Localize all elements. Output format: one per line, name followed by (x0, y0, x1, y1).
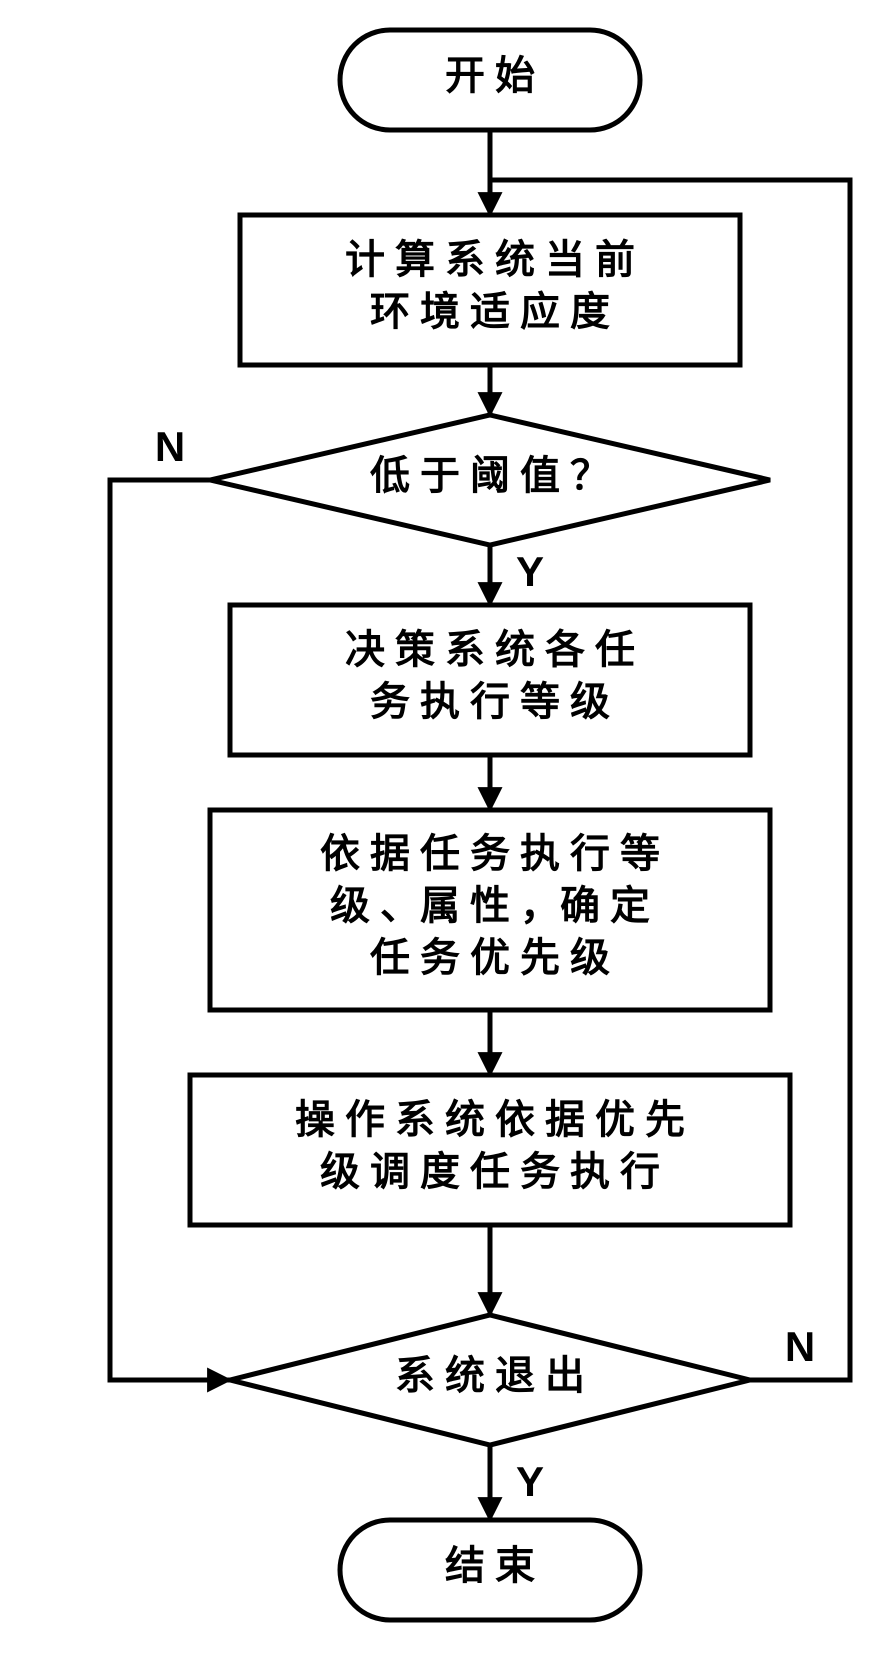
node-text-line: 系 统 退 出 (395, 1353, 585, 1398)
edge-label: N (785, 1323, 815, 1370)
node-text-line: 级 、属 性 ，确 定 (330, 883, 650, 928)
edge-label: N (155, 423, 185, 470)
edge-label: Y (516, 1458, 544, 1505)
edge-label: Y (516, 548, 544, 595)
node-text-line: 计 算 系 统 当 前 (345, 237, 635, 282)
flowchart-svg: Y N Y N 开 始计 算 系 统 当 前环 境 适 应 度低 于 阈 值 ？ 决 策 … (0, 0, 888, 1658)
node-text-line: 务 执 行 等 级 (370, 679, 610, 724)
node-text-line: 决 策 系 统 各 任 (345, 627, 635, 672)
node-text-line: 任 务 优 先 级 (370, 935, 610, 980)
node-text-line: 环 境 适 应 度 (370, 289, 610, 334)
node-text-line: 依 据 任 务 执 行 等 (320, 831, 660, 876)
node-text-line: 操 作 系 统 依 据 优 先 (295, 1097, 685, 1142)
node-text-line: 级 调 度 任 务 执 行 (320, 1149, 660, 1194)
node-text-line: 开 始 (445, 53, 535, 98)
node-text-line: 结 束 (445, 1543, 535, 1588)
node-text-line: 低 于 阈 值 ？ (370, 453, 610, 498)
